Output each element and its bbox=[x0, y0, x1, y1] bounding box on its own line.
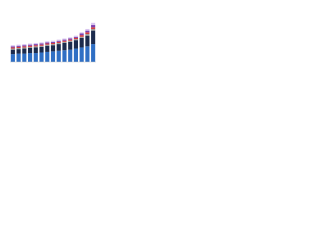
bar-segment bbox=[91, 44, 96, 62]
bar-segment bbox=[73, 40, 78, 49]
bar-segment bbox=[56, 50, 61, 62]
bar-segment bbox=[91, 25, 96, 28]
bar-segment bbox=[73, 39, 78, 41]
bar-segment bbox=[79, 37, 84, 48]
bar-segment bbox=[45, 51, 50, 62]
bar-segment bbox=[10, 49, 15, 55]
bar-segment bbox=[91, 30, 96, 45]
bar-segment bbox=[73, 35, 78, 37]
bar-segment bbox=[50, 44, 56, 46]
bar-segment bbox=[56, 39, 61, 41]
bar-segment bbox=[56, 44, 61, 51]
bar-segment bbox=[10, 47, 15, 49]
bar-segment bbox=[45, 45, 50, 52]
bar-segment bbox=[50, 41, 56, 43]
bar-segment bbox=[16, 45, 21, 47]
bar-segment bbox=[39, 46, 44, 53]
bar-segment bbox=[33, 53, 38, 62]
bar-segment bbox=[45, 41, 50, 43]
bar-segment bbox=[50, 40, 56, 42]
bar-segment bbox=[39, 43, 44, 45]
bar-segment bbox=[10, 48, 15, 50]
bar-segment bbox=[68, 41, 73, 50]
bar-segment bbox=[33, 46, 38, 48]
bar-segment bbox=[33, 47, 38, 54]
bar-segment bbox=[62, 41, 67, 43]
bar-segment bbox=[10, 46, 15, 48]
bar-segment bbox=[22, 53, 27, 62]
bar-segment bbox=[85, 34, 90, 36]
bar-segment bbox=[28, 46, 33, 48]
bar-segment bbox=[45, 44, 50, 46]
bar-segment bbox=[79, 47, 84, 62]
bar-segment bbox=[39, 44, 44, 46]
bar-segment bbox=[85, 28, 90, 31]
bar-segment bbox=[28, 44, 33, 46]
bar-segment bbox=[45, 43, 50, 45]
bar-segment bbox=[33, 45, 38, 47]
bar-segment bbox=[28, 43, 33, 45]
bar-segment bbox=[22, 45, 27, 47]
bar-segment bbox=[39, 45, 44, 47]
bar-segment bbox=[39, 52, 44, 62]
bar-segment bbox=[16, 49, 21, 54]
bar-segment bbox=[68, 38, 73, 40]
bar-segment bbox=[68, 40, 73, 42]
chart bbox=[10, 22, 96, 63]
bar-segment bbox=[68, 39, 73, 41]
bar-segment bbox=[45, 42, 50, 44]
bar-segment bbox=[50, 51, 56, 62]
bar-segment bbox=[68, 49, 73, 62]
bar-segment bbox=[62, 50, 67, 62]
bar-segment bbox=[56, 40, 61, 42]
bar-segment bbox=[33, 44, 38, 46]
bar-segment bbox=[62, 42, 67, 51]
bar-segment bbox=[79, 33, 84, 36]
bar-segment bbox=[85, 35, 90, 47]
bar-segment bbox=[73, 36, 78, 38]
bar-segment bbox=[79, 32, 84, 34]
bar-segment bbox=[62, 40, 67, 42]
bar-segment bbox=[73, 48, 78, 62]
bar-segment bbox=[91, 22, 96, 26]
bar-segment bbox=[10, 54, 15, 62]
bar-segment bbox=[56, 41, 61, 43]
bar-segment bbox=[73, 37, 78, 40]
bar-segment bbox=[10, 45, 15, 47]
bar-segment bbox=[22, 44, 27, 46]
bar-segment bbox=[22, 46, 27, 48]
bar-segment bbox=[62, 39, 67, 41]
bar-segment bbox=[28, 48, 33, 54]
bar-segment bbox=[68, 37, 73, 39]
bar-segment bbox=[85, 32, 90, 34]
bar-segment bbox=[91, 28, 96, 31]
bar-segment bbox=[39, 42, 44, 44]
bar-segment bbox=[56, 42, 61, 45]
bar-segment bbox=[16, 44, 21, 46]
bar-segment bbox=[33, 42, 38, 45]
bar-segment bbox=[16, 53, 21, 62]
bar-segment bbox=[50, 42, 56, 45]
bar-segment bbox=[79, 36, 84, 38]
bar-segment bbox=[91, 27, 96, 29]
bar-segment bbox=[22, 47, 27, 49]
bar-segment bbox=[16, 46, 21, 48]
bar-segment bbox=[62, 38, 67, 40]
bar-segment bbox=[28, 53, 33, 62]
bar-segment bbox=[79, 35, 84, 37]
bar-segment bbox=[28, 45, 33, 47]
bar-segment bbox=[85, 30, 90, 33]
bar-segment bbox=[22, 48, 27, 54]
bar-segment bbox=[16, 48, 21, 50]
bar-segment bbox=[50, 45, 56, 52]
bar-segment bbox=[85, 46, 90, 62]
